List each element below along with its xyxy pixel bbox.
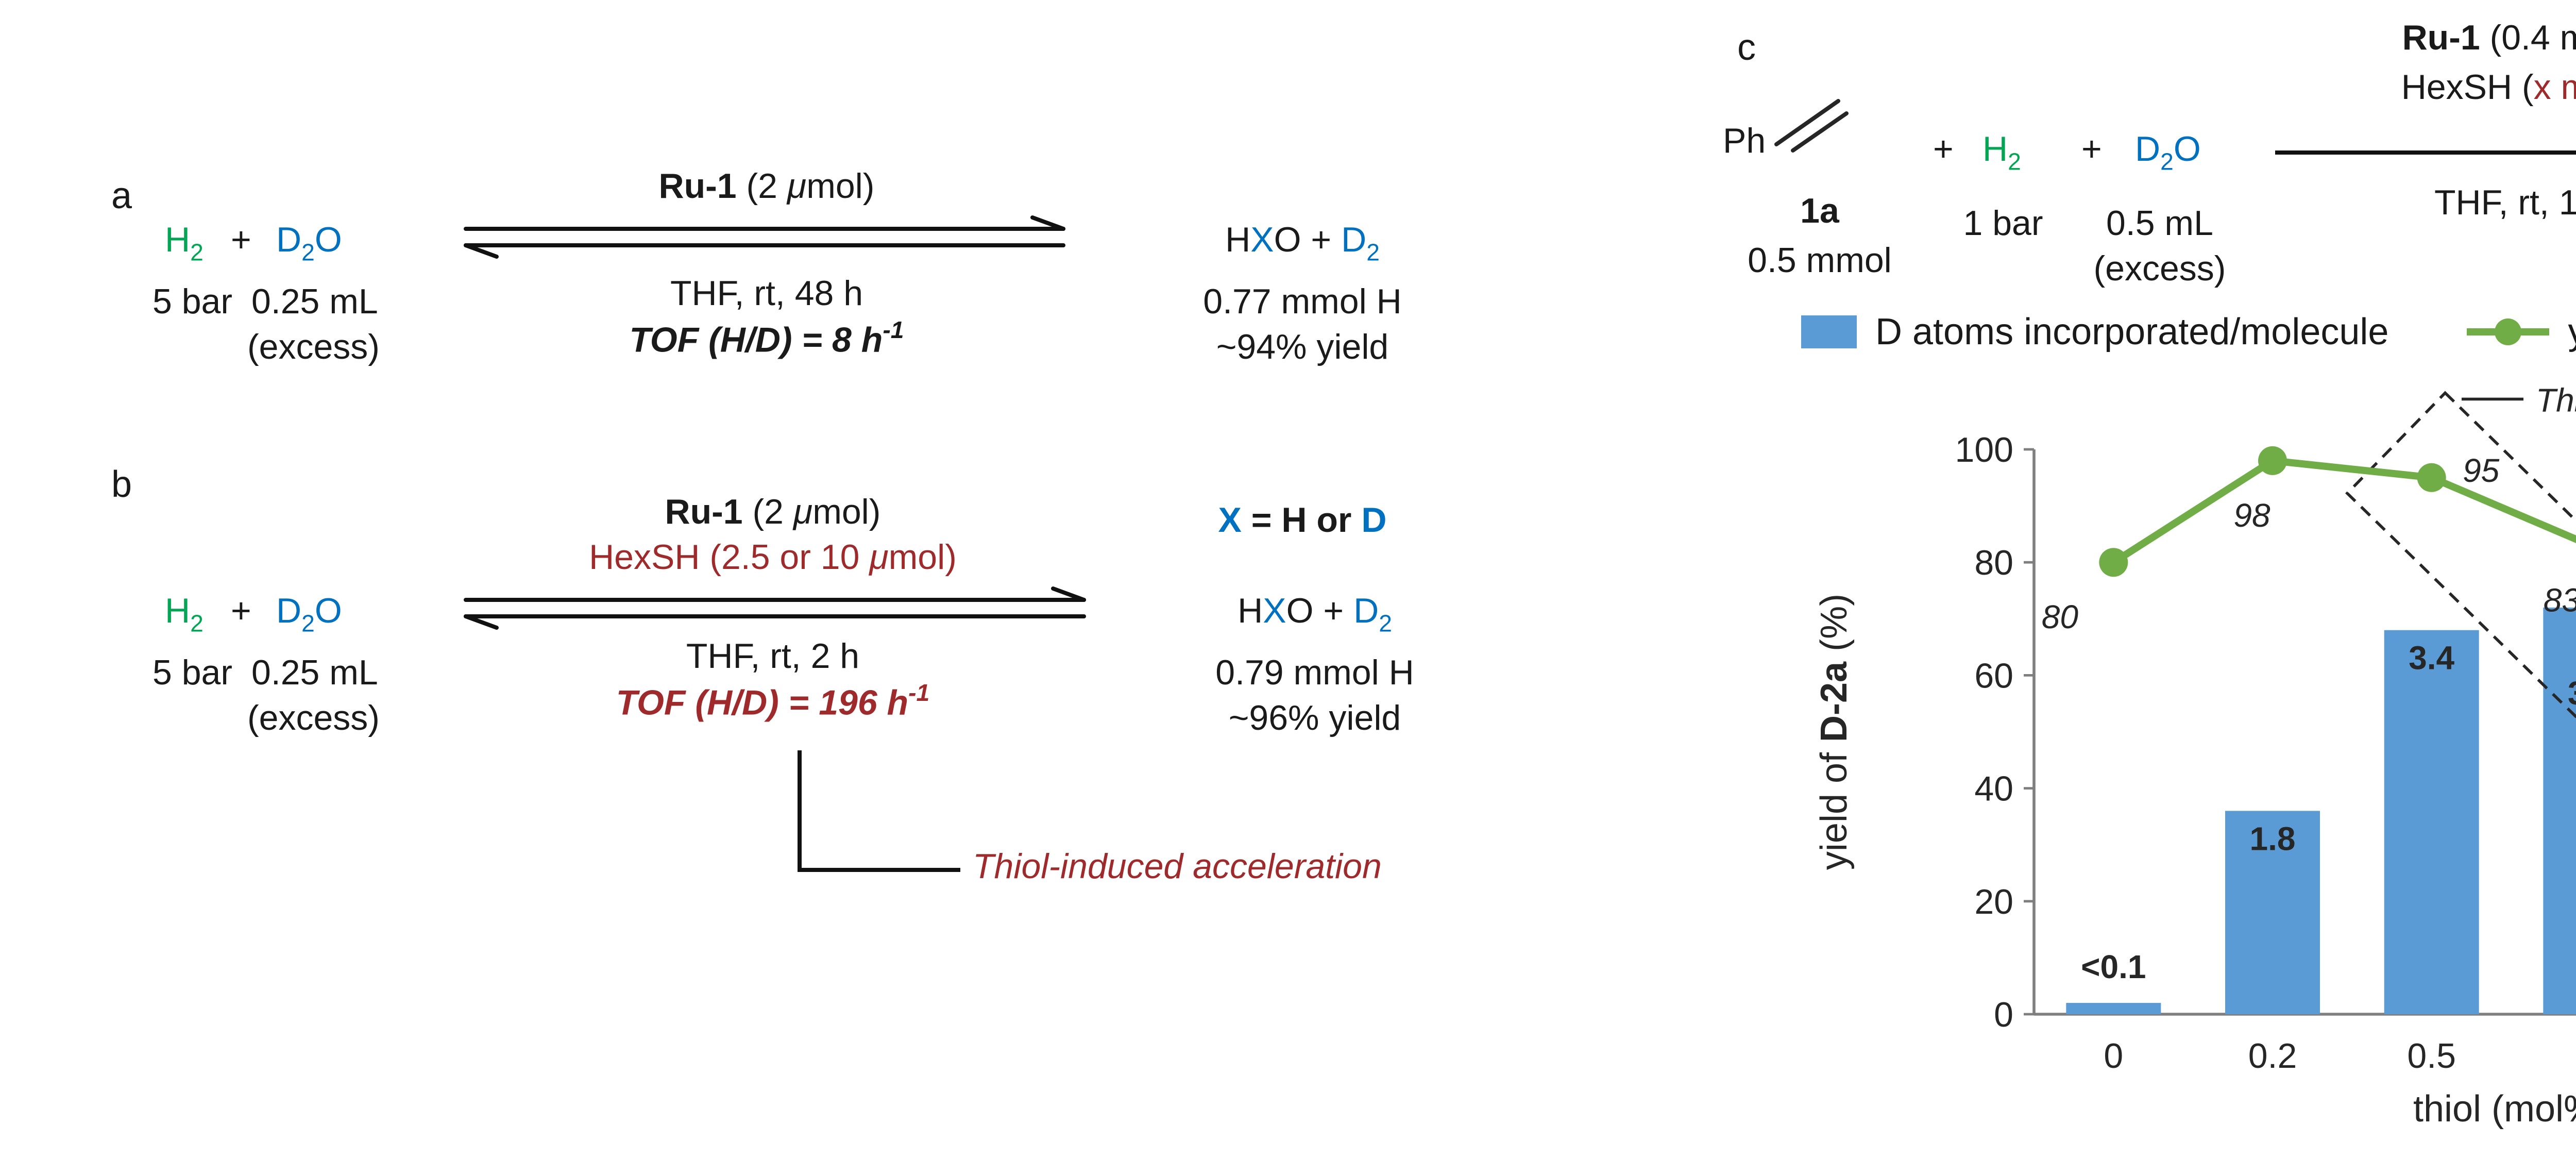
- svg-text:<0.1: <0.1: [2081, 948, 2146, 985]
- solvent-line-b: THF, rt, 2 h: [515, 635, 1030, 679]
- plus-sign: +: [231, 219, 251, 262]
- panel-a-label: a: [111, 173, 132, 220]
- svg-text:80: 80: [2042, 598, 2079, 635]
- h2-formula-c: H2: [1982, 128, 2021, 179]
- combo-chart: 02040608010001234500.20.5122 (40 h)thiol…: [1797, 383, 2576, 1134]
- products-note1-b: 0.79 mmol H: [1150, 651, 1480, 695]
- plus-sign: +: [231, 590, 251, 633]
- acceleration-annotation: Thiol-induced acceleration: [973, 845, 1382, 889]
- bar-series-label: D atoms incorporated/molecule: [1875, 309, 2389, 356]
- legend-item-bars: D atoms incorporated/molecule: [1801, 309, 2389, 356]
- line-series-label: yield (%): [2568, 309, 2576, 356]
- catalyst-line-b: Ru-1 (2 μmol): [515, 491, 1030, 534]
- svg-text:0: 0: [1994, 995, 2013, 1034]
- svg-text:yield of D-2a (%): yield of D-2a (%): [1814, 594, 1855, 870]
- catalyst-line-a: Ru-1 (2 μmol): [540, 165, 993, 209]
- svg-text:0.5: 0.5: [2407, 1036, 2456, 1076]
- svg-text:83: 83: [2544, 581, 2576, 618]
- svg-text:98: 98: [2233, 497, 2270, 534]
- bar-series-swatch-icon: [1801, 316, 1857, 349]
- svg-text:80: 80: [1974, 543, 2013, 582]
- d2o-formula-b: D2O: [276, 590, 342, 641]
- legend-item-line: yield (%): [2467, 309, 2576, 356]
- svg-text:40: 40: [1974, 769, 2013, 809]
- products-note2-a: ~94% yield: [1138, 326, 1467, 370]
- panel-c-label: c: [1737, 25, 1756, 71]
- chart-legend: D atoms incorporated/molecule yield (%): [1801, 309, 2576, 356]
- styrene-vinyl-bond-icon: [1772, 91, 1875, 153]
- svg-text:0: 0: [2104, 1036, 2123, 1076]
- h2-formula-b: H2: [165, 590, 204, 641]
- solvent-line-c: THF, rt, 16 h: [2304, 181, 2576, 225]
- svg-text:0.2: 0.2: [2248, 1036, 2297, 1076]
- equilibrium-arrows-icon: [453, 214, 1076, 260]
- thiol-line-b: HexSH (2.5 or 10 μmol): [515, 536, 1030, 580]
- tof-line-a: TOF (H/D) = 8 h-1: [540, 317, 993, 363]
- products-formula-a: HXO + D2: [1138, 219, 1467, 270]
- svg-text:thiol (mol%): thiol (mol%): [2413, 1088, 2576, 1130]
- substrate-name: 1a: [1706, 190, 1933, 233]
- d2o-formula-c: D2O: [2135, 128, 2201, 179]
- line-series-marker-icon: [2467, 316, 2550, 349]
- h2-note-b: 5 bar: [152, 651, 232, 695]
- svg-text:3.6: 3.6: [2568, 675, 2576, 712]
- svg-text:95: 95: [2463, 452, 2500, 489]
- plus-sign: +: [1933, 128, 1954, 172]
- svg-text:20: 20: [1974, 882, 2013, 921]
- d2o-note1-a: 0.25 mL: [251, 280, 378, 324]
- svg-text:100: 100: [1955, 430, 2013, 469]
- reaction-arrow-icon: [2271, 136, 2576, 169]
- d2o-note2-b: (excess): [247, 697, 380, 741]
- products-note1-a: 0.77 mmol H: [1138, 280, 1467, 324]
- plus-sign: +: [2081, 128, 2102, 172]
- solvent-line-a: THF, rt, 48 h: [540, 272, 993, 316]
- d2o-note1-b: 0.25 mL: [251, 651, 378, 695]
- substrate-ph-label: Ph: [1723, 120, 1766, 163]
- svg-text:60: 60: [1974, 656, 2013, 695]
- h2-formula-a: H2: [165, 219, 204, 270]
- substrate-amount: 0.5 mmol: [1706, 239, 1933, 283]
- products-formula-b: HXO + D2: [1150, 590, 1480, 641]
- svg-text:Thiol-induced inhibition: Thiol-induced inhibition: [2536, 383, 2576, 418]
- x-definition-note: X = H or D: [1138, 499, 1467, 543]
- svg-text:1.8: 1.8: [2250, 820, 2296, 857]
- annotation-connector-icon: [787, 746, 964, 882]
- d2o-note2-a: (excess): [247, 326, 380, 370]
- tof-line-b: TOF (H/D) = 196 h-1: [515, 680, 1030, 726]
- thiol-line-c: HexSH (x mol%): [2304, 66, 2576, 110]
- d2o-formula-a: D2O: [276, 219, 342, 270]
- svg-text:3.4: 3.4: [2409, 640, 2454, 677]
- catalyst-line-c: Ru-1 (0.4 mol%): [2304, 16, 2576, 60]
- products-note2-b: ~96% yield: [1150, 697, 1480, 741]
- panel-b-label: b: [111, 462, 132, 508]
- h2-note-a: 5 bar: [152, 280, 232, 324]
- h2-note-c: 1 bar: [1941, 202, 2065, 246]
- equilibrium-arrows-icon: [453, 585, 1096, 631]
- d2o-note2-c: (excess): [2081, 247, 2238, 291]
- d2o-note1-c: 0.5 mL: [2081, 202, 2238, 246]
